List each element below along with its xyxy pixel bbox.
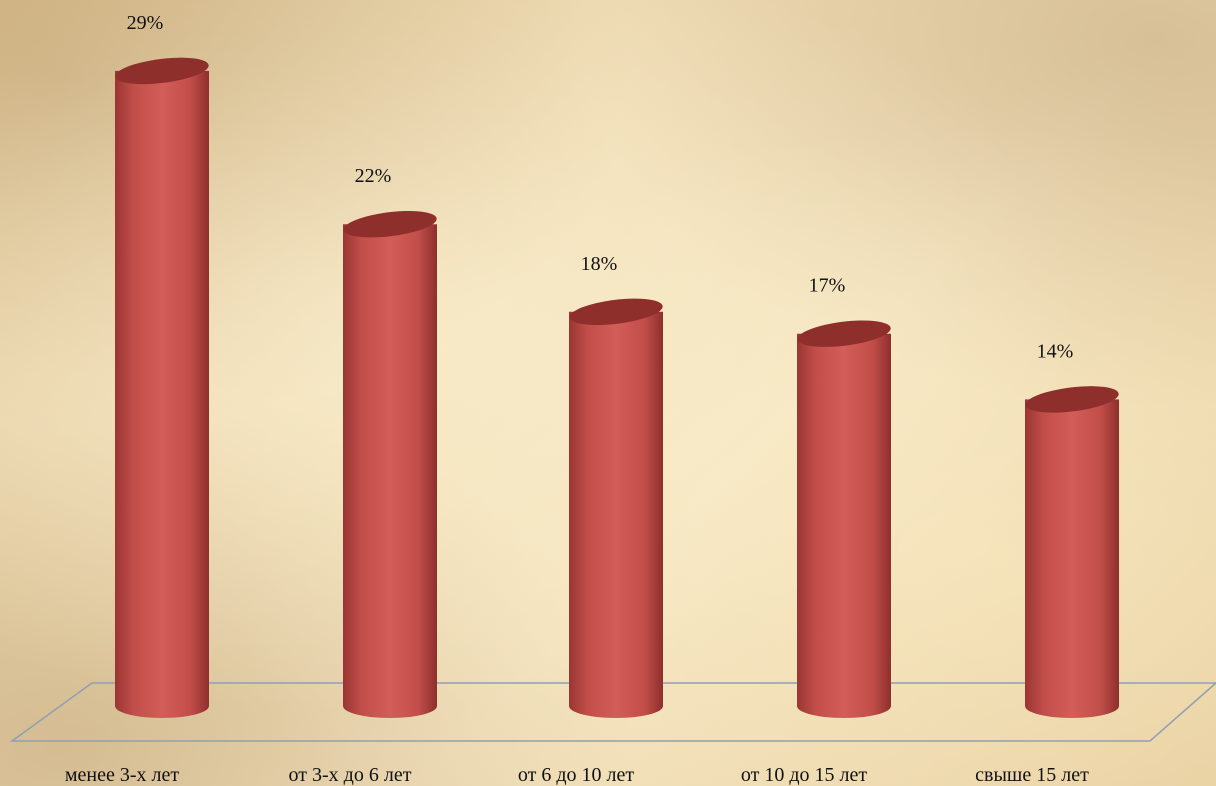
bar-top (797, 320, 891, 347)
category-label: от 6 до 10 лет (518, 764, 635, 786)
category-label: менее 3-х лет (65, 764, 180, 786)
bar-body (1025, 399, 1119, 718)
labels-layer: 29% менее 3-х лет 22% от 3-х до 6 лет 18% от … (65, 12, 1089, 786)
data-label: 22% (355, 165, 392, 187)
bar-body (115, 70, 209, 718)
category-label: от 10 до 15 лет (741, 764, 868, 786)
bar-top (115, 57, 209, 85)
bar (343, 210, 437, 718)
bar (115, 57, 209, 718)
data-label: 17% (809, 275, 846, 297)
bar-top (1025, 386, 1119, 413)
category-label: от 3-х до 6 лет (289, 764, 412, 786)
bar-body (343, 224, 437, 718)
bar (797, 320, 891, 718)
bars-layer (115, 57, 1119, 718)
bar-top (343, 210, 437, 238)
data-label: 14% (1037, 340, 1074, 362)
bar-body (797, 333, 891, 718)
data-label: 18% (581, 253, 618, 275)
category-label: свыше 15 лет (975, 764, 1089, 786)
data-label: 29% (127, 12, 164, 34)
bar (1025, 386, 1119, 718)
bar-body (569, 311, 663, 718)
bar-top (569, 298, 663, 326)
bar (569, 298, 663, 718)
